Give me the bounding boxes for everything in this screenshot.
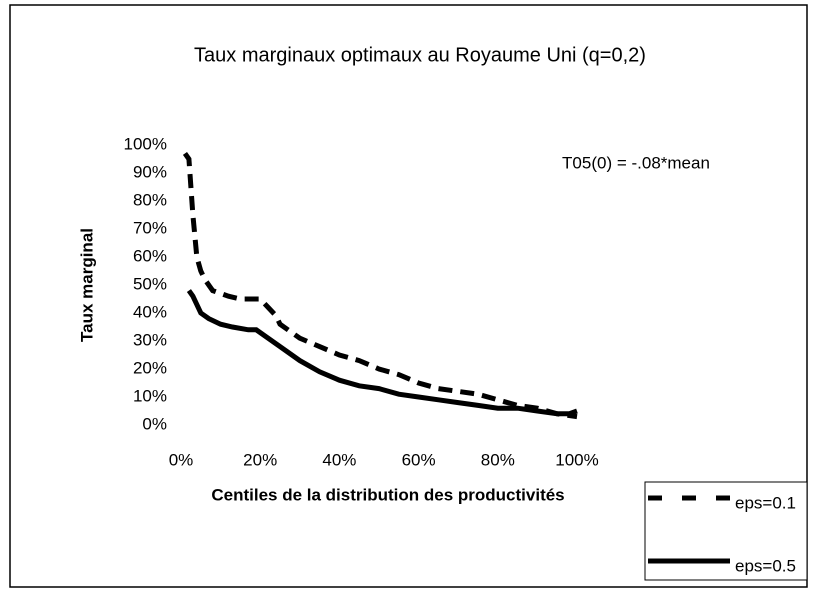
x-tick-label: 40% [322,450,356,469]
x-tick-label: 0% [169,450,194,469]
series-line [186,289,578,417]
x-tick-label: 100% [555,450,598,469]
y-tick-label: 60% [133,246,167,265]
y-tick-label: 70% [133,218,167,237]
x-tick-label: 20% [243,450,277,469]
y-tick-label: 80% [133,190,167,209]
y-tick-label: 20% [133,358,167,377]
x-axis-label: Centiles de la distribution des producti… [211,485,564,504]
chart-title: Taux marginaux optimaux au Royaume Uni (… [194,44,646,66]
x-tick-label: 80% [481,450,515,469]
y-tick-label: 30% [133,330,167,349]
y-tick-label: 40% [133,302,167,321]
y-axis-label: Taux marginal [77,228,96,342]
legend-label: eps=0.5 [735,556,796,575]
legend-label: eps=0.1 [735,493,796,512]
y-tick-label: 90% [133,162,167,181]
y-tick-label: 100% [124,134,167,153]
y-tick-label: 0% [142,414,167,433]
annotation: T05(0) = -.08*mean [562,153,710,172]
x-tick-label: 60% [402,450,436,469]
y-tick-label: 50% [133,274,167,293]
y-tick-label: 10% [133,386,167,405]
